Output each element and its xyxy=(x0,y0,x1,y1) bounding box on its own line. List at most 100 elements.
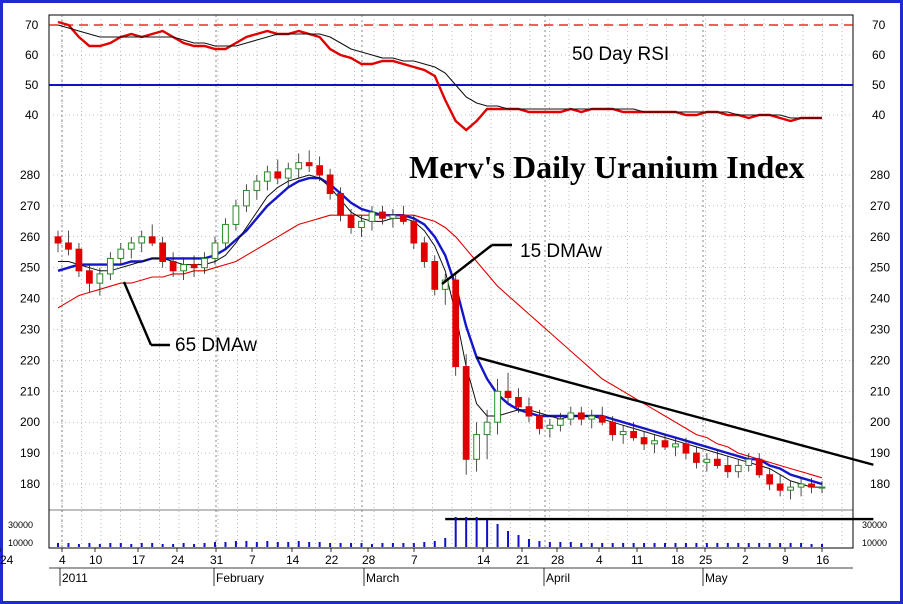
candle xyxy=(483,421,491,436)
candle xyxy=(295,162,303,170)
candle xyxy=(243,189,250,207)
candle xyxy=(755,458,763,476)
candle xyxy=(651,440,658,445)
candle xyxy=(368,211,376,222)
price-tick-left: 260 xyxy=(20,230,40,244)
candle xyxy=(211,242,219,259)
candle xyxy=(159,242,167,263)
candle xyxy=(577,412,585,420)
rsi-tick-left: 70 xyxy=(25,18,39,32)
candle xyxy=(661,440,669,448)
price-tick-right: 250 xyxy=(870,261,890,275)
rsi-signal-line xyxy=(57,24,822,119)
candle xyxy=(96,273,104,284)
volume-tick-right: 10000 xyxy=(862,538,887,548)
candle xyxy=(556,418,564,426)
candle xyxy=(316,165,324,176)
candle xyxy=(106,257,114,275)
candle xyxy=(808,483,815,488)
rsi-tick-left: 50 xyxy=(25,78,39,92)
candle xyxy=(682,443,690,454)
candle xyxy=(180,264,187,272)
x-day-label: 7 xyxy=(411,553,418,567)
candle xyxy=(452,279,460,368)
candle xyxy=(337,193,344,216)
x-day-label: 16 xyxy=(816,553,830,567)
trendline xyxy=(476,356,874,466)
chart-title: Merv's Daily Uranium Index xyxy=(409,149,805,185)
candle xyxy=(546,424,554,429)
rsi-title: 50 Day RSI xyxy=(572,44,669,65)
x-day-label: 21 xyxy=(516,553,530,567)
candle xyxy=(515,396,522,408)
x-day-label: 31 xyxy=(210,553,224,567)
x-day-label: 28 xyxy=(551,553,565,567)
x-day-label: 11 xyxy=(631,553,644,567)
x-day-label: 9 xyxy=(782,553,789,567)
candle xyxy=(138,236,146,244)
volume-tick-left: 30000 xyxy=(8,520,33,530)
candle xyxy=(672,443,679,448)
candle xyxy=(431,261,439,290)
price-tick-left: 210 xyxy=(20,384,40,398)
annotation-65dmaw: 65 DMAw xyxy=(175,335,257,356)
price-tick-right: 270 xyxy=(870,199,890,213)
price-tick-right: 260 xyxy=(870,230,890,244)
candle xyxy=(776,483,784,491)
candle xyxy=(148,236,156,244)
candle xyxy=(630,430,637,439)
price-tick-right: 220 xyxy=(870,353,890,367)
candle xyxy=(169,261,177,272)
candle xyxy=(54,236,62,244)
price-tick-right: 200 xyxy=(870,415,890,429)
candle xyxy=(379,211,386,219)
rsi-tick-right: 50 xyxy=(872,78,886,92)
candle xyxy=(347,214,355,229)
x-day-label: 2 xyxy=(742,553,749,567)
candle xyxy=(86,270,93,284)
x-day-label: 24 xyxy=(171,553,185,567)
x-month-label: May xyxy=(705,571,728,585)
candle xyxy=(274,171,282,179)
candle xyxy=(284,168,292,179)
candle xyxy=(263,171,271,182)
candle xyxy=(389,214,397,219)
candle xyxy=(326,174,334,195)
price-tick-left: 250 xyxy=(20,261,40,275)
candle xyxy=(609,421,617,436)
candle xyxy=(787,486,794,491)
candle xyxy=(598,415,606,423)
price-tick-right: 230 xyxy=(870,323,890,337)
price-tick-left: 220 xyxy=(20,353,40,367)
price-tick-left: 280 xyxy=(20,168,40,182)
candle xyxy=(127,242,135,250)
candle xyxy=(567,412,575,420)
rsi-tick-left: 60 xyxy=(25,48,39,62)
price-tick-right: 210 xyxy=(870,384,890,398)
candle xyxy=(536,415,543,429)
price-tick-left: 230 xyxy=(20,323,40,337)
x-day-label: 18 xyxy=(671,553,685,567)
x-month-label: 2011 xyxy=(62,571,88,585)
x-month-label: February xyxy=(216,571,264,585)
candle xyxy=(797,483,805,488)
price-tick-left: 240 xyxy=(20,292,40,306)
candle xyxy=(818,486,826,489)
rsi-tick-left: 40 xyxy=(25,108,39,122)
annotation-pointer xyxy=(122,281,153,346)
candle xyxy=(305,162,313,167)
annotation-15dmaw: 15 DMAw xyxy=(520,241,602,262)
x-day-label: 25 xyxy=(699,553,713,567)
x-month-label: March xyxy=(366,571,399,585)
candle xyxy=(232,205,240,225)
candle xyxy=(358,220,365,229)
price-tick-right: 240 xyxy=(870,292,890,306)
price-tick-left: 190 xyxy=(20,446,40,460)
candle xyxy=(766,474,774,485)
rsi-tick-right: 60 xyxy=(872,48,886,62)
candle xyxy=(640,437,648,445)
candle xyxy=(494,390,501,423)
candle xyxy=(253,180,261,191)
candle xyxy=(693,452,700,463)
